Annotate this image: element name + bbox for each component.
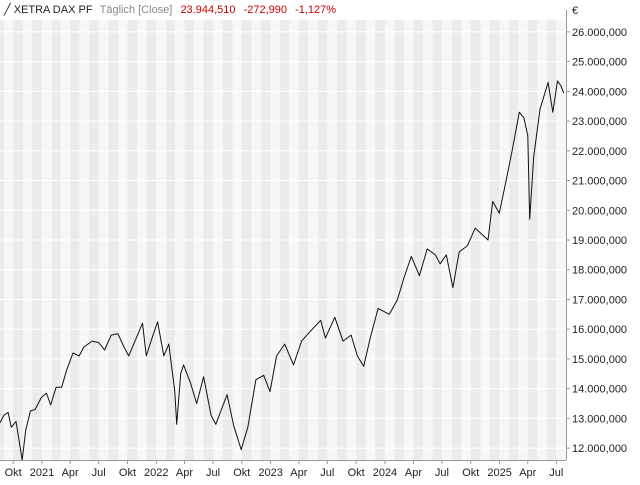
x-tick-label: Okt xyxy=(348,467,365,479)
chart-header: ╱ XETRA DAX PF Täglich [Close] 23.944,51… xyxy=(4,3,336,17)
y-tick-label: 18.000,000 xyxy=(572,265,627,277)
y-tick-label: 26.000,000 xyxy=(572,27,627,39)
last-price: 23.944,510 xyxy=(180,4,236,16)
y-tick-label: 25.000,000 xyxy=(572,57,627,69)
x-tick-label: Okt xyxy=(233,467,250,479)
y-tick-label: 24.000,000 xyxy=(572,86,627,98)
price-change: -272,990 xyxy=(243,4,287,16)
y-tick-label: 14.000,000 xyxy=(572,384,627,396)
x-tick-label: 2021 xyxy=(30,467,54,479)
price-line xyxy=(0,80,565,461)
x-tick-label: Jul xyxy=(435,467,449,479)
x-tick-label: Jul xyxy=(320,467,334,479)
x-tick-label: Apr xyxy=(62,467,79,479)
y-tick-label: 16.000,000 xyxy=(572,324,627,336)
x-tick-label: 2023 xyxy=(258,467,282,479)
x-tick-label: Apr xyxy=(176,467,193,479)
x-tick-label: 2024 xyxy=(373,467,397,479)
x-tick-label: Jul xyxy=(549,467,563,479)
x-tick-label: Jul xyxy=(92,467,106,479)
y-tick-label: 23.000,000 xyxy=(572,116,627,128)
currency-symbol: € xyxy=(572,5,578,17)
x-tick-label: Jul xyxy=(206,467,220,479)
x-tick-label: Apr xyxy=(290,467,307,479)
price-change-percent: -1,127% xyxy=(295,4,337,16)
x-tick-label: Okt xyxy=(462,467,479,479)
x-tick-label: Apr xyxy=(405,467,422,479)
x-tick-label: Apr xyxy=(519,467,536,479)
x-tick-label: Okt xyxy=(5,467,22,479)
y-tick-label: 13.000,000 xyxy=(572,413,627,425)
y-tick-label: 17.000,000 xyxy=(572,294,627,306)
y-tick-label: 22.000,000 xyxy=(572,146,627,158)
y-tick-label: 15.000,000 xyxy=(572,354,627,366)
y-tick-label: 21.000,000 xyxy=(572,176,627,188)
x-tick-label: Okt xyxy=(119,467,136,479)
line-chart-icon: ╱ xyxy=(4,4,11,16)
x-tick-label: 2025 xyxy=(487,467,511,479)
period-label: Täglich [Close] xyxy=(99,4,173,16)
y-tick-label: 12.000,000 xyxy=(572,443,627,455)
symbol-label: XETRA DAX PF xyxy=(13,4,93,16)
x-tick-label: 2022 xyxy=(144,467,168,479)
y-tick-label: 20.000,000 xyxy=(572,205,627,217)
y-tick-label: 19.000,000 xyxy=(572,235,627,247)
